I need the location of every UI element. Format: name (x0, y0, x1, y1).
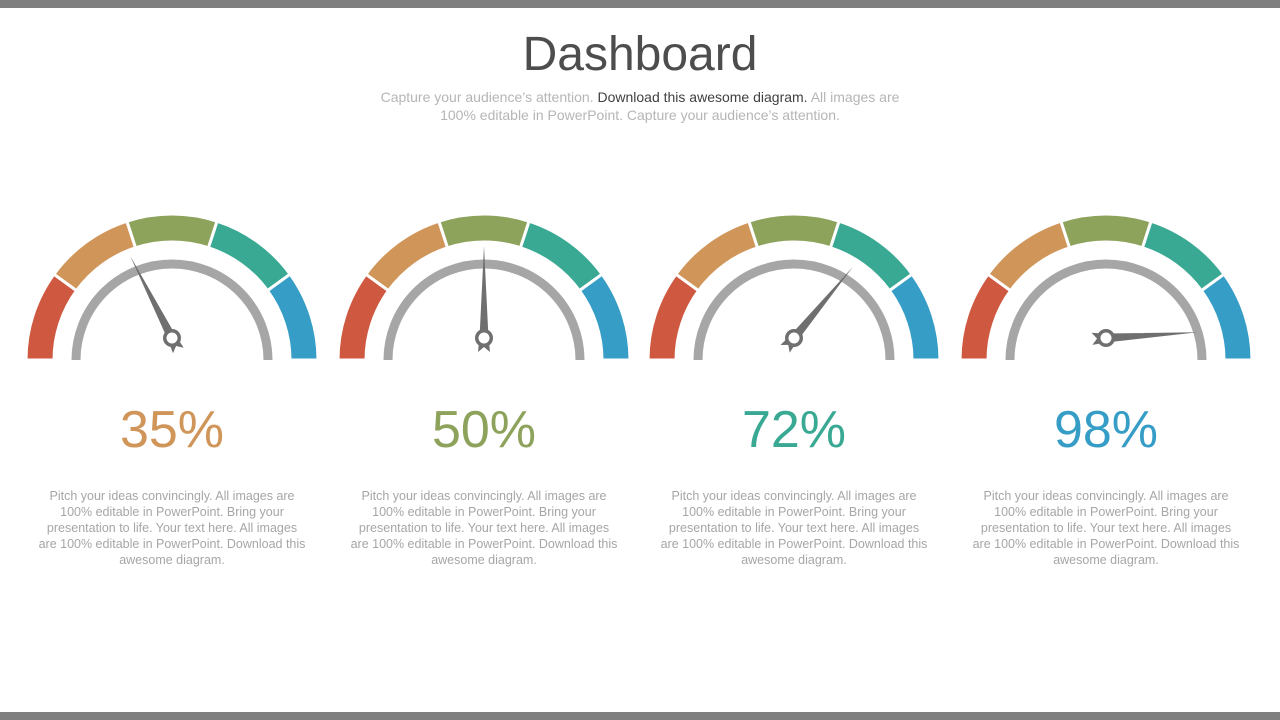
gauge-needle-hub-center (166, 332, 178, 344)
gauge-dial (646, 212, 942, 362)
gauge-inner-arc (71, 259, 273, 361)
subtitle-text-2: All images are 100% editable in PowerPoi… (440, 89, 900, 123)
page-title: Dashboard (522, 28, 758, 81)
gauge-description: Pitch your ideas convincingly. All image… (350, 489, 618, 567)
gauge-needle-hub-center (478, 332, 490, 344)
gauge-needle (1091, 332, 1198, 345)
gauge-4: 98% Pitch your ideas convincingly. All i… (956, 210, 1256, 590)
gauge-description: Pitch your ideas convincingly. All image… (972, 489, 1240, 567)
gauge-segment-1 (336, 272, 391, 362)
gauge-inner-arc (1005, 259, 1207, 361)
gauge-dial (958, 212, 1254, 362)
page-subtitle: Capture your audience’s attention. Downl… (370, 88, 910, 124)
gauge-3: 72% Pitch your ideas convincingly. All i… (644, 210, 944, 590)
gauge-segment-3 (124, 212, 220, 250)
bottom-bar (0, 712, 1280, 720)
gauge-segment-5 (1199, 272, 1254, 362)
gauge-needle-hub-center (1100, 332, 1112, 344)
gauge-dial (336, 212, 632, 362)
gauge-needle (478, 246, 490, 352)
gauge-2: 50% Pitch your ideas convincingly. All i… (334, 210, 634, 590)
gauge-value: 50% (431, 401, 537, 459)
gauge-1: 35% Pitch your ideas convincingly. All i… (22, 210, 322, 590)
subtitle-text-highlight: Download this awesome diagram. (597, 89, 808, 105)
gauge-value: 72% (741, 401, 847, 459)
gauge-segment-5 (265, 272, 320, 362)
gauge-segment-3 (746, 212, 842, 250)
gauge-segment-1 (958, 272, 1013, 362)
gauge-description: Pitch your ideas convincingly. All image… (38, 489, 306, 567)
gauge-inner-arc (693, 259, 895, 361)
gauge-dial (24, 212, 320, 362)
gauge-segment-5 (887, 272, 942, 362)
gauge-segment-1 (24, 272, 79, 362)
gauge-value: 35% (119, 401, 225, 459)
gauge-value: 98% (1053, 401, 1159, 459)
gauge-segment-1 (646, 272, 701, 362)
gauge-needle-hub-center (788, 332, 800, 344)
gauge-segment-3 (1058, 212, 1154, 250)
gauge-segment-3 (436, 212, 532, 250)
gauge-segment-5 (577, 272, 632, 362)
gauge-description: Pitch your ideas convincingly. All image… (660, 489, 928, 567)
top-bar (0, 0, 1280, 8)
gauge-needle (130, 256, 184, 354)
subtitle-text-1: Capture your audience’s attention. (380, 89, 598, 105)
